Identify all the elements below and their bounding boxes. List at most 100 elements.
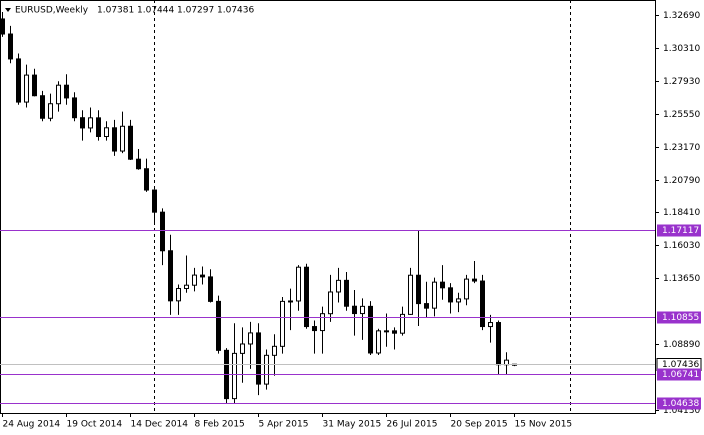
candle-body bbox=[280, 300, 285, 347]
level-label: 1.17117 bbox=[662, 226, 699, 236]
candle-body bbox=[72, 97, 77, 119]
candle-body bbox=[144, 168, 149, 191]
candle-body bbox=[176, 288, 181, 302]
y-tick-label: 1.18410 bbox=[663, 208, 700, 218]
candle-body bbox=[40, 95, 45, 119]
x-tick-label: 15 Nov 2015 bbox=[515, 420, 573, 430]
candle-body bbox=[56, 84, 61, 105]
candle-body bbox=[168, 250, 173, 302]
candle-body bbox=[128, 125, 133, 160]
candle-body bbox=[136, 158, 141, 170]
candle-body bbox=[120, 125, 125, 152]
candle-body bbox=[48, 103, 53, 119]
candle-body bbox=[440, 281, 445, 289]
candle-body bbox=[240, 343, 245, 354]
candle-body bbox=[480, 280, 485, 328]
y-tick-label: 1.27930 bbox=[663, 77, 700, 87]
level-label-box bbox=[657, 311, 701, 324]
candle-body bbox=[400, 313, 405, 334]
x-tick-label: 26 Jul 2015 bbox=[387, 420, 438, 430]
candle-body bbox=[80, 117, 85, 129]
candle-body bbox=[0, 18, 5, 35]
candle-body bbox=[8, 33, 13, 60]
candle-body bbox=[192, 274, 197, 286]
level-label: 1.10855 bbox=[662, 313, 699, 323]
candle-body bbox=[248, 332, 253, 345]
candle-body bbox=[464, 278, 469, 300]
candle-body bbox=[336, 279, 341, 293]
candle-body bbox=[304, 266, 309, 328]
y-tick-label: 1.23170 bbox=[663, 143, 700, 153]
header-low: 1.07297 bbox=[177, 6, 214, 16]
candle-body bbox=[216, 300, 221, 351]
x-tick-label: 5 Apr 2015 bbox=[259, 420, 309, 430]
candle-body bbox=[104, 127, 109, 138]
candle-body bbox=[368, 305, 373, 354]
candle-body bbox=[496, 322, 501, 366]
candle-body bbox=[424, 303, 429, 309]
y-tick-label: 1.30310 bbox=[663, 44, 700, 54]
level-label: 1.04638 bbox=[662, 399, 699, 409]
header: EURUSD,Weekly 1.07381 1.07444 1.07297 1.… bbox=[5, 6, 254, 16]
candle-body bbox=[456, 298, 461, 303]
menu-arrow bbox=[5, 8, 11, 12]
level-label-box bbox=[657, 368, 701, 381]
y-tick-label: 1.04130 bbox=[663, 406, 700, 416]
candle-body bbox=[296, 266, 301, 302]
candle-body bbox=[16, 58, 21, 103]
candle-body bbox=[312, 326, 317, 332]
x-tick-label: 8 Feb 2015 bbox=[195, 420, 245, 430]
candle-body bbox=[232, 352, 237, 400]
candle-body bbox=[384, 330, 389, 333]
candle-body bbox=[208, 276, 213, 302]
candle-body bbox=[152, 189, 157, 213]
level-label-box bbox=[657, 397, 701, 410]
candle-body bbox=[88, 117, 93, 129]
candle-body bbox=[24, 74, 29, 103]
y-tick-label: 1.13650 bbox=[663, 274, 700, 284]
x-tick-label: 31 May 2015 bbox=[323, 420, 382, 430]
y-tick-label: 1.20790 bbox=[663, 176, 700, 186]
candle-body bbox=[264, 354, 269, 385]
candle-body bbox=[416, 274, 421, 305]
symbol-title: EURUSD,Weekly bbox=[15, 6, 89, 16]
candle-body bbox=[112, 127, 117, 152]
header-open: 1.07381 bbox=[97, 6, 134, 16]
candle-body bbox=[272, 345, 277, 356]
candle-body bbox=[96, 117, 101, 138]
candle-body bbox=[64, 84, 69, 99]
level-label: 1.06741 bbox=[662, 370, 699, 380]
candle-body bbox=[472, 278, 477, 282]
header-close: 1.07436 bbox=[217, 6, 254, 16]
candle-body bbox=[448, 287, 453, 303]
candle-body bbox=[328, 291, 333, 315]
price-label: 1.07436 bbox=[662, 360, 699, 370]
candle-body bbox=[184, 284, 189, 290]
level-label-box bbox=[657, 224, 701, 237]
candle-body bbox=[288, 300, 293, 303]
x-tick-label: 20 Sep 2015 bbox=[451, 420, 508, 430]
candle-body bbox=[160, 211, 165, 252]
candle-body bbox=[352, 305, 357, 315]
candle-body bbox=[200, 274, 205, 278]
y-tick-label: 1.08890 bbox=[663, 340, 700, 350]
x-tick-label: 14 Dec 2014 bbox=[131, 420, 189, 430]
y-tick-label: 1.32690 bbox=[663, 11, 700, 21]
x-tick-label: 24 Aug 2014 bbox=[3, 420, 61, 430]
candle-body bbox=[32, 74, 37, 97]
candle-body bbox=[360, 305, 365, 315]
candle-body bbox=[320, 313, 325, 332]
header-high: 1.07444 bbox=[137, 6, 174, 16]
candle-body bbox=[392, 330, 397, 334]
y-tick-label: 1.25550 bbox=[663, 110, 700, 120]
y-tick-label: 1.16030 bbox=[663, 241, 700, 251]
candle-body bbox=[488, 322, 493, 328]
candle-body bbox=[432, 281, 437, 309]
candle-body bbox=[256, 332, 261, 385]
candle-body bbox=[408, 274, 413, 315]
x-tick-label: 19 Oct 2014 bbox=[67, 420, 123, 430]
candle-body bbox=[344, 279, 349, 307]
candle-body bbox=[376, 330, 381, 354]
